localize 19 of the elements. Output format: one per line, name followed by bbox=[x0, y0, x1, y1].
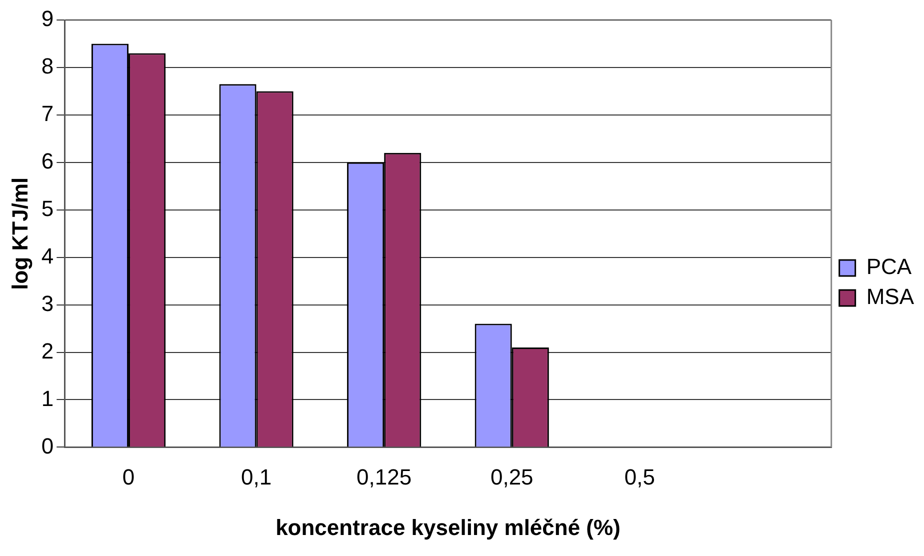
x-tick-label: 0,5 bbox=[624, 464, 655, 490]
y-tick-label: 5 bbox=[41, 196, 54, 221]
y-tick-label: 6 bbox=[41, 148, 54, 174]
legend-label: PCA bbox=[866, 254, 912, 280]
x-tick-label: 0 bbox=[122, 464, 135, 490]
x-axis-title: koncentrace kyseliny mléčné (%) bbox=[276, 514, 620, 540]
y-tick-label: 9 bbox=[41, 6, 54, 32]
y-tick-label: 3 bbox=[41, 290, 54, 316]
x-tick-label: 0,25 bbox=[490, 464, 534, 490]
legend-label: MSA bbox=[866, 284, 914, 310]
y-axis-title: log KTJ/ml bbox=[7, 177, 32, 290]
y-tick-label: 0 bbox=[41, 433, 54, 458]
y-tick-label: 1 bbox=[41, 386, 54, 411]
x-tick-label: 0,125 bbox=[356, 464, 412, 490]
y-tick-label: 8 bbox=[41, 54, 54, 79]
y-tick-label: 7 bbox=[41, 100, 54, 126]
y-tick-label: 4 bbox=[41, 243, 54, 268]
y-tick-label: 2 bbox=[41, 338, 54, 364]
x-tick-label: 0,1 bbox=[241, 464, 272, 490]
